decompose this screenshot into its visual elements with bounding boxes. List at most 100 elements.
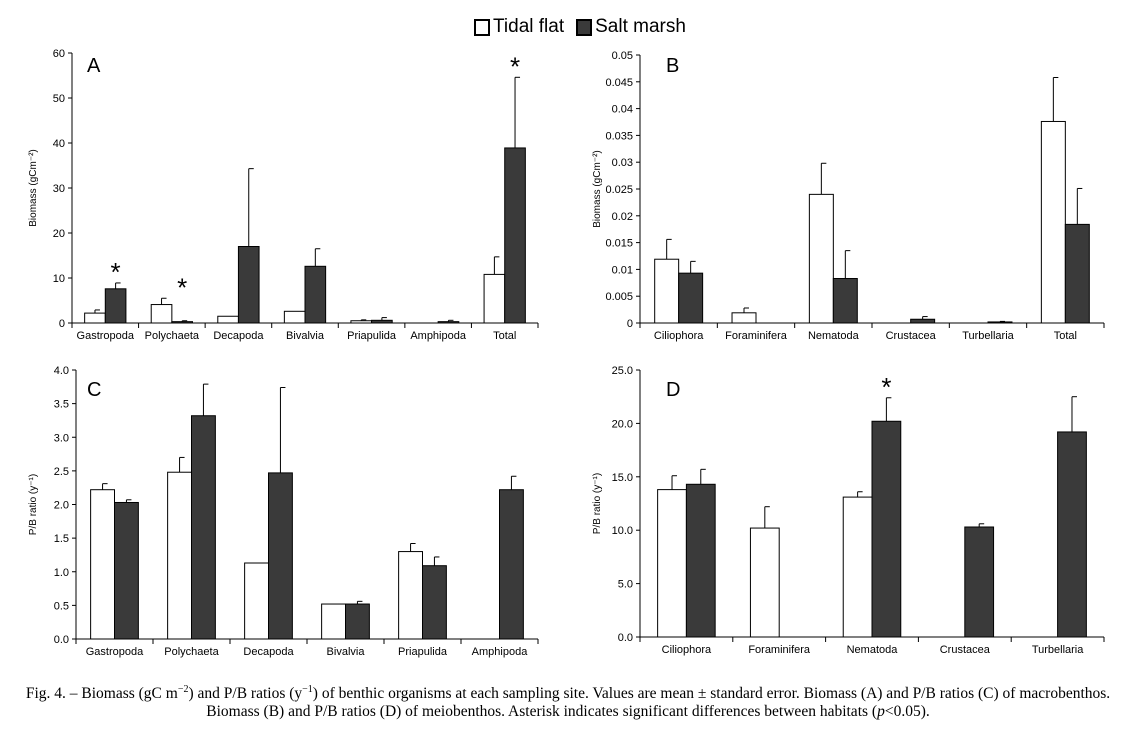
bar-c-tidal-flat-decapoda [244,562,270,640]
x-tick-label-a-amphipoda: Amphipoda [410,330,467,342]
figure-caption: Fig. 4. – Biomass (gC m−2) and P/B ratio… [25,684,1111,721]
bar-b-salt-marsh-nematoda [832,278,858,324]
bar-d-tidal-flat-nematoda [842,496,873,638]
x-tick-label-c-gastropoda: Gastropoda [86,646,144,658]
y-tick-label-d: 25.0 [612,365,633,377]
y-tick-label-d: 0.0 [618,632,633,644]
bar-d-tidal-flat-foraminifera [749,527,780,638]
x-tick-label-b-ciliophora: Ciliophora [654,330,704,342]
y-tick-label-b: 0.04 [612,104,633,116]
y-axis-title-b: Biomass (gCm⁻²) [592,150,603,228]
bar-a-tidal-flat-bivalvia [283,310,306,324]
x-tick-label-c-decapoda: Decapoda [243,646,294,658]
panel-label-a: A [87,55,101,77]
bar-b-tidal-flat-foraminifera [731,312,757,324]
y-tick-label-c: 4.0 [54,365,69,377]
bar-d-salt-marsh-ciliophora [685,483,716,638]
y-tick-label-c: 2.5 [54,466,69,478]
bar-a-tidal-flat-gastropoda [84,312,106,324]
x-tick-label-b-turbellaria: Turbellaria [962,330,1014,342]
bar-a-salt-marsh-polychaeta [171,321,193,324]
x-tick-label-a-total: Total [493,330,516,342]
x-tick-label-d-ciliophora: Ciliophora [662,644,712,656]
bar-a-salt-marsh-decapoda [237,246,260,324]
x-tick-label-a-decapoda: Decapoda [213,330,264,342]
y-tick-label-c: 3.5 [54,399,69,411]
legend-label-salt-marsh: Salt marsh [595,16,686,37]
x-tick-label-c-priapulida: Priapulida [398,646,448,658]
y-tick-label-b: 0.015 [605,238,633,250]
y-tick-label-c: 2.0 [54,500,69,512]
y-tick-label-a: 60 [53,48,65,60]
x-tick-label-b-nematoda: Nematoda [808,330,860,342]
bar-d-salt-marsh-nematoda [871,420,902,638]
significance-asterisk-a-gastropoda: * [111,257,121,287]
bar-a-tidal-flat-polychaeta [150,304,173,324]
y-tick-label-c: 1.5 [54,533,69,545]
x-tick-label-b-foraminifera: Foraminifera [725,330,788,342]
bar-a-tidal-flat-total [483,273,506,324]
bar-c-tidal-flat-priapulida [398,551,424,640]
bar-b-salt-marsh-turbellaria [987,321,1013,324]
bar-a-tidal-flat-priapulida [350,320,373,324]
x-tick-label-d-crustacea: Crustacea [940,644,991,656]
bar-c-salt-marsh-gastropoda [114,501,139,640]
panel-c: C 0.0 0.5 1.0 1.5 2.0 2.5 3.0 3.5 4.0 P/B ratio (y… [28,365,539,658]
bar-c-salt-marsh-polychaeta [191,415,216,640]
bar-c-tidal-flat-polychaeta [167,471,193,640]
y-axis-title-c: P/B ratio (y⁻¹) [28,474,39,535]
figure: A 0 10 20 30 40 50 60 Biomass (gCm⁻²) Gastropoda *… [28,48,1105,658]
panel-a: A 0 10 20 30 40 50 60 Biomass (gCm⁻²) Gastropoda *… [28,48,539,342]
y-tick-label-d: 10.0 [612,525,633,537]
legend-item-salt-marsh: Salt marsh [576,16,686,38]
bar-c-tidal-flat-gastropoda [90,489,115,640]
y-axis-title-d: P/B ratio (y⁻¹) [592,473,603,534]
bar-c-salt-marsh-bivalvia [345,603,370,640]
y-tick-label-a: 10 [53,273,65,285]
bar-a-salt-marsh-bivalvia [304,265,327,324]
bar-b-salt-marsh-crustacea [910,318,936,324]
y-tick-label-b: 0.01 [612,264,633,276]
legend-swatch-salt-marsh [576,18,593,36]
panel-label-b: B [666,55,679,77]
bar-d-salt-marsh-crustacea [964,526,995,638]
bar-d-salt-marsh-turbellaria [1057,431,1087,638]
panel-d: D 0.0 5.0 10.0 15.0 20.0 25.0 P/B ratio (y⁻¹) Ci… [592,365,1105,656]
bar-b-tidal-flat-ciliophora [654,258,680,324]
y-tick-label-a: 20 [53,228,65,240]
y-tick-label-b: 0.03 [612,157,633,169]
y-tick-label-b: 0 [627,318,633,330]
x-tick-label-a-gastropoda: Gastropoda [77,330,135,342]
significance-asterisk-a-total: * [510,51,520,81]
x-tick-label-d-nematoda: Nematoda [847,644,899,656]
bar-c-salt-marsh-decapoda [268,472,293,640]
y-tick-label-d: 5.0 [618,579,633,591]
x-tick-label-a-bivalvia: Bivalvia [286,330,325,342]
bar-d-tidal-flat-ciliophora [657,489,687,638]
bar-a-salt-marsh-total [504,147,526,324]
y-axis-title-a: Biomass (gCm⁻²) [28,149,39,227]
y-tick-label-c: 0.5 [54,600,69,612]
y-tick-label-d: 15.0 [612,472,633,484]
y-tick-label-b: 0.02 [612,211,633,223]
panel-label-c: C [87,379,101,401]
bar-b-tidal-flat-total [1040,120,1066,324]
y-tick-label-d: 20.0 [612,418,633,430]
y-tick-label-c: 3.0 [54,432,69,444]
y-tick-label-b: 0.025 [605,184,633,196]
legend-label-tidal-flat: Tidal flat [493,16,565,37]
y-tick-label-b: 0.045 [605,77,633,89]
y-tick-label-b: 0.035 [605,130,633,142]
x-tick-label-c-amphipoda: Amphipoda [472,646,529,658]
x-tick-label-a-polychaeta: Polychaeta [145,330,200,342]
bar-c-tidal-flat-bivalvia [321,603,347,640]
y-tick-label-a: 0 [59,318,65,330]
x-tick-label-d-foraminifera: Foraminifera [748,644,811,656]
x-tick-label-b-total: Total [1054,330,1077,342]
bar-b-salt-marsh-total [1064,223,1090,324]
bar-a-tidal-flat-decapoda [217,315,239,324]
panel-label-d: D [666,379,680,401]
y-tick-label-b: 0.05 [612,50,633,62]
y-tick-label-a: 40 [53,138,65,150]
bar-a-salt-marsh-gastropoda [104,288,127,324]
